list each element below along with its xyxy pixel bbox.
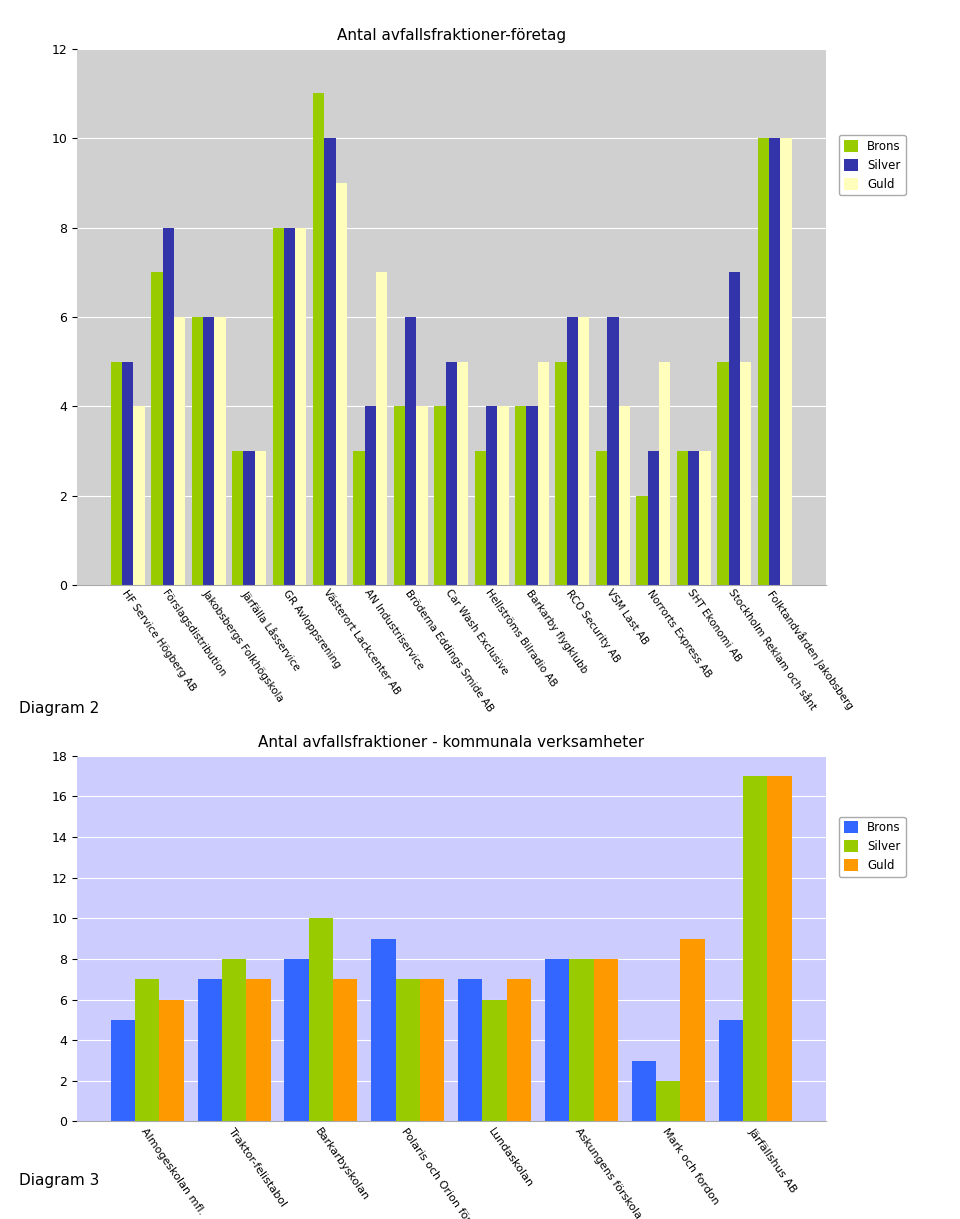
Bar <box>677 451 688 585</box>
Bar <box>324 138 336 585</box>
Bar <box>632 1061 656 1121</box>
Bar <box>569 959 593 1121</box>
Bar <box>135 979 159 1121</box>
Bar <box>247 979 271 1121</box>
Bar <box>284 959 309 1121</box>
Bar <box>648 451 659 585</box>
Bar <box>618 406 630 585</box>
Bar <box>353 451 365 585</box>
Bar <box>222 959 247 1121</box>
Bar <box>214 317 226 585</box>
Bar <box>365 406 376 585</box>
Bar <box>458 979 483 1121</box>
Bar <box>254 451 266 585</box>
Bar <box>688 451 700 585</box>
Bar <box>757 138 769 585</box>
Bar <box>162 228 174 585</box>
Legend: Brons, Silver, Guld: Brons, Silver, Guld <box>839 817 905 876</box>
Bar <box>700 451 710 585</box>
Bar <box>192 317 203 585</box>
Bar <box>578 317 589 585</box>
Bar <box>507 979 531 1121</box>
Bar <box>719 1020 743 1121</box>
Bar <box>545 959 569 1121</box>
Bar <box>769 138 780 585</box>
Bar <box>681 939 705 1121</box>
Title: Antal avfallsfraktioner-företag: Antal avfallsfraktioner-företag <box>337 28 565 44</box>
Bar <box>434 406 445 585</box>
Bar <box>526 406 538 585</box>
Bar <box>133 406 145 585</box>
Bar <box>405 317 417 585</box>
Text: Diagram 2: Diagram 2 <box>19 701 100 716</box>
Bar <box>152 272 162 585</box>
Bar <box>516 406 526 585</box>
Bar <box>659 362 670 585</box>
Bar <box>717 362 729 585</box>
Text: Diagram 3: Diagram 3 <box>19 1173 100 1187</box>
Bar <box>376 272 387 585</box>
Bar <box>417 406 428 585</box>
Bar <box>556 362 566 585</box>
Bar <box>636 496 648 585</box>
Bar <box>122 362 133 585</box>
Bar <box>372 939 396 1121</box>
Bar <box>729 272 740 585</box>
Bar <box>244 451 254 585</box>
Bar <box>596 451 608 585</box>
Bar <box>474 451 486 585</box>
Bar <box>232 451 244 585</box>
Bar <box>284 228 295 585</box>
Bar <box>394 406 405 585</box>
Bar <box>110 1020 135 1121</box>
Bar <box>198 979 222 1121</box>
Bar <box>566 317 578 585</box>
Bar <box>767 777 792 1121</box>
Bar <box>159 1000 183 1121</box>
Bar <box>273 228 284 585</box>
Bar <box>336 183 347 585</box>
Legend: Brons, Silver, Guld: Brons, Silver, Guld <box>839 135 905 195</box>
Bar <box>309 918 333 1121</box>
Bar <box>457 362 468 585</box>
Bar <box>656 1081 681 1121</box>
Bar <box>295 228 306 585</box>
Bar <box>593 959 618 1121</box>
Bar <box>743 777 767 1121</box>
Bar <box>483 1000 507 1121</box>
Bar <box>740 362 751 585</box>
Title: Antal avfallsfraktioner - kommunala verksamheter: Antal avfallsfraktioner - kommunala verk… <box>258 735 644 751</box>
Bar <box>608 317 618 585</box>
Bar <box>497 406 509 585</box>
Bar <box>486 406 497 585</box>
Bar <box>110 362 122 585</box>
Bar <box>396 979 420 1121</box>
Bar <box>780 138 792 585</box>
Bar <box>420 979 444 1121</box>
Bar <box>313 94 324 585</box>
Bar <box>203 317 214 585</box>
Bar <box>174 317 185 585</box>
Bar <box>333 979 357 1121</box>
Bar <box>445 362 457 585</box>
Bar <box>538 362 549 585</box>
